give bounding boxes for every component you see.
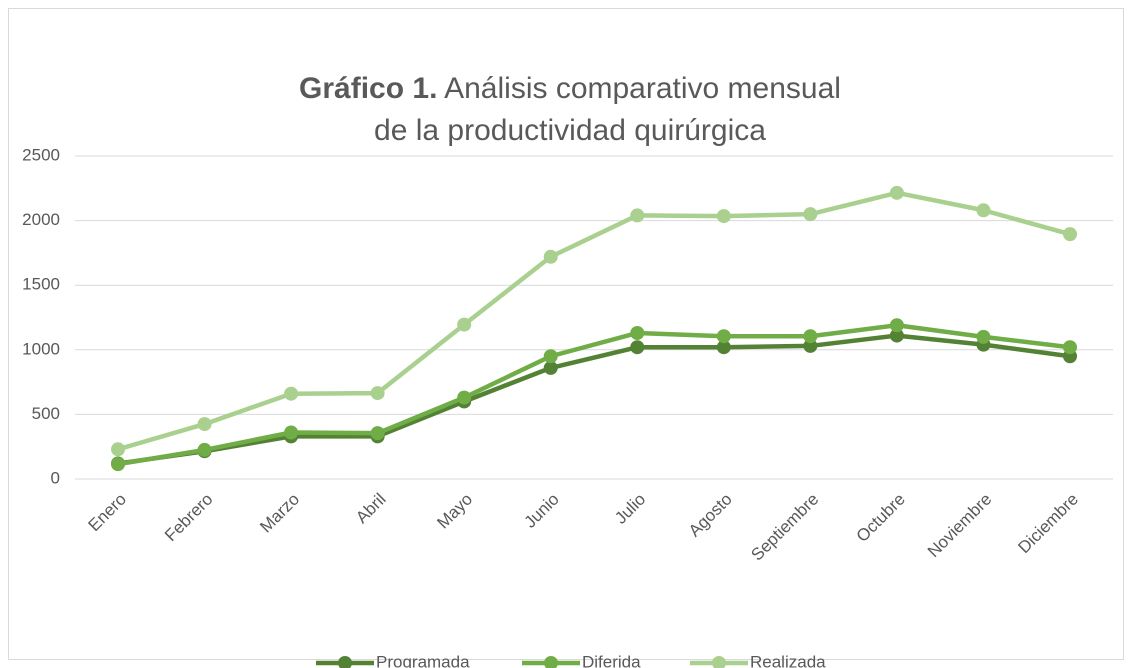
data-point — [457, 317, 472, 332]
title-text: Análisis comparativo mensual de la produ… — [374, 72, 841, 147]
data-point — [630, 208, 645, 223]
data-point — [284, 386, 299, 401]
data-point — [889, 318, 904, 333]
chart-title: Gráfico 1. Análisis comparativo mensual … — [290, 68, 850, 152]
data-point — [197, 417, 212, 432]
data-point — [803, 207, 818, 222]
y-tick-label: 2000 — [22, 210, 60, 229]
data-point — [803, 329, 818, 344]
legend-marker — [338, 656, 352, 668]
data-point — [111, 442, 125, 457]
data-point — [1063, 227, 1077, 242]
data-point — [370, 386, 385, 401]
data-point — [630, 340, 645, 355]
data-point — [889, 185, 904, 200]
data-point — [284, 425, 299, 440]
data-point — [543, 360, 558, 375]
series-line — [117, 190, 1071, 452]
data-point — [111, 457, 125, 472]
data-point — [976, 203, 991, 218]
data-point — [370, 426, 385, 441]
y-tick-label: 0 — [51, 468, 60, 487]
data-point — [457, 390, 472, 405]
series-line — [117, 323, 1071, 467]
data-point — [889, 328, 904, 343]
data-point — [630, 326, 645, 341]
data-point — [1063, 340, 1077, 355]
y-tick-label: 2500 — [22, 145, 60, 164]
legend-label: Programada — [376, 652, 470, 668]
data-point — [197, 442, 212, 457]
y-tick-label: 1500 — [22, 275, 60, 294]
legend-label: Diferida — [582, 652, 641, 668]
legend-label: Realizada — [750, 652, 826, 668]
data-point — [716, 329, 731, 344]
y-tick-label: 500 — [32, 404, 60, 423]
data-point — [716, 340, 731, 355]
chart-border — [8, 8, 1124, 660]
title-bold: Gráfico 1. — [299, 72, 438, 105]
legend-marker — [544, 656, 558, 668]
data-point — [976, 329, 991, 344]
data-point — [543, 349, 558, 364]
series-line — [117, 333, 1071, 466]
legend-marker — [712, 656, 726, 668]
data-point — [716, 209, 731, 224]
data-point — [543, 249, 558, 264]
y-tick-label: 1000 — [22, 339, 60, 358]
data-point — [803, 338, 818, 353]
